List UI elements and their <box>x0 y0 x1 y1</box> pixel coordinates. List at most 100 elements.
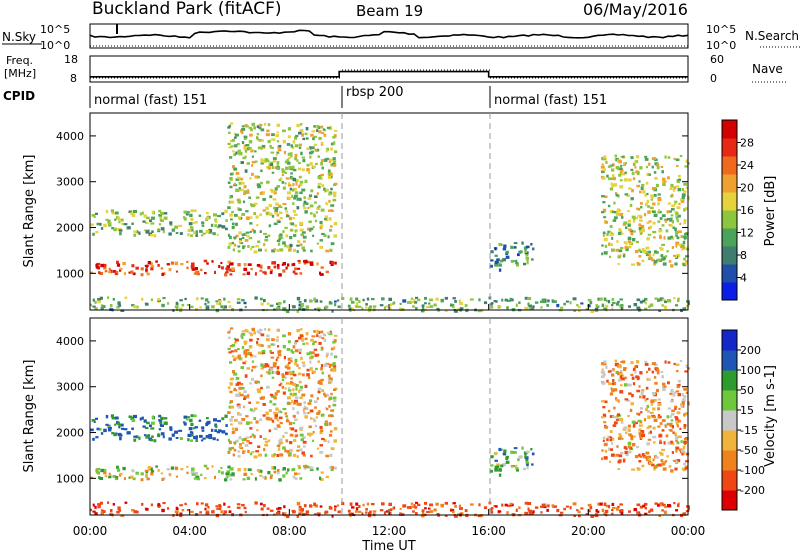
velocity-echo-cell <box>250 333 253 337</box>
velocity-echo-cell <box>429 510 434 513</box>
velocity-echo-cell <box>259 396 264 400</box>
power-echo-cell <box>299 243 303 246</box>
power-echo-cell <box>604 244 608 248</box>
velocity-echo-cell <box>640 391 644 396</box>
velocity-echo-cell <box>603 421 607 424</box>
velocity-echo-cell <box>611 453 615 457</box>
power-echo-cell <box>314 219 318 223</box>
power-echo-cell <box>239 188 244 192</box>
power-echo-cell <box>245 231 250 234</box>
power-echo-cell <box>332 198 337 202</box>
velocity-echo-cell <box>199 434 203 438</box>
velocity-echo-cell <box>283 355 286 360</box>
power-echo-cell <box>644 157 649 161</box>
power-echo-cell <box>619 170 623 174</box>
power-echo-cell <box>318 136 322 140</box>
velocity-echo-cell <box>677 384 681 387</box>
velocity-echo-cell <box>299 388 303 392</box>
power-echo-cell <box>251 160 256 164</box>
velocity-echo-cell <box>265 411 269 416</box>
velocity-echo-cell <box>667 441 671 445</box>
power-echo-cell <box>296 296 301 301</box>
velocity-echo-cell <box>602 406 606 409</box>
power-echo-cell <box>278 144 282 148</box>
velocity-echo-cell <box>532 510 535 514</box>
power-echo-cell <box>271 166 274 169</box>
velocity-echo-cell <box>412 510 415 513</box>
power-echo-cell <box>650 196 655 199</box>
freq-left-tick-top: 18 <box>64 53 78 66</box>
velocity-echo-cell <box>644 399 647 402</box>
velocity-echo-cell <box>293 439 297 442</box>
velocity-echo-cell <box>435 502 439 506</box>
velocity-echo-cell <box>269 509 274 512</box>
power-echo-cell <box>525 254 529 257</box>
velocity-echo-cell <box>153 439 157 443</box>
velocity-echo-cell <box>620 451 624 455</box>
velocity-echo-cell <box>140 478 144 482</box>
power-echo-cell <box>429 298 433 302</box>
power-echo-cell <box>221 212 225 216</box>
power-echo-cell <box>144 221 149 225</box>
power-echo-cell <box>629 203 633 207</box>
velocity-echo-cell <box>410 502 414 505</box>
velocity-echo-cell <box>334 466 337 470</box>
velocity-echo-cell <box>621 360 625 363</box>
velocity-echo-cell <box>234 338 239 342</box>
power-echo-cell <box>657 197 662 202</box>
power-echo-cell <box>523 246 528 250</box>
power-echo-cell <box>296 206 300 210</box>
power-echo-cell <box>319 271 322 275</box>
power-echo-cell <box>607 165 612 168</box>
velocity-echo-cell <box>332 346 336 350</box>
power-echo-cell <box>298 175 302 179</box>
power-echo-cell <box>254 272 257 276</box>
power-echo-cell <box>230 177 233 181</box>
power-echo-cell <box>244 149 248 153</box>
velocity-echo-cell <box>661 509 664 512</box>
velocity-echo-cell <box>121 423 124 427</box>
velocity-echo-cell <box>642 395 646 399</box>
power-echo-cell <box>683 246 686 250</box>
power-echo-cell <box>510 260 514 263</box>
velocity-echo-cell <box>191 431 194 435</box>
power-echo-cell <box>490 250 494 254</box>
velocity-echo-cell <box>219 507 222 511</box>
velocity-echo-cell <box>673 391 677 395</box>
velocity-echo-cell <box>637 419 642 422</box>
power-echo-cell <box>234 213 238 217</box>
velocity-echo-cell <box>429 503 433 507</box>
power-echo-cell <box>631 188 634 193</box>
velocity-echo-cell <box>319 431 323 435</box>
velocity-echo-cell <box>230 423 233 426</box>
power-echo-cell <box>230 145 234 148</box>
velocity-echo-cell <box>333 365 337 368</box>
velocity-echo-cell <box>653 465 658 469</box>
power-echo-cell <box>303 262 307 265</box>
power-echo-cell <box>174 261 179 266</box>
velocity-echo-cell <box>612 415 615 419</box>
velocity-echo-cell <box>264 440 269 444</box>
power-echo-cell <box>234 133 239 137</box>
velocity-echo-cell <box>244 444 249 447</box>
velocity-echo-cell <box>602 436 606 440</box>
velocity-echo-cell <box>120 514 125 517</box>
velocity-echo-cell <box>228 447 232 451</box>
velocity-echo-cell <box>290 377 293 380</box>
power-echo-cell <box>326 147 329 151</box>
power-echo-cell <box>319 245 324 249</box>
velocity-echo-cell <box>236 403 241 407</box>
power-echo-cell <box>286 309 290 314</box>
velocity-echo-cell <box>143 434 147 437</box>
power-echo-cell <box>305 137 309 140</box>
power-echo-cell <box>157 228 160 231</box>
power-echo-cell <box>250 268 253 271</box>
velocity-echo-cell <box>634 371 637 374</box>
power-echo-cell <box>663 305 667 309</box>
power-echo-cell <box>298 131 302 135</box>
power-echo-cell <box>243 267 248 271</box>
velocity-echo-cell <box>674 405 678 409</box>
velocity-echo-cell <box>324 394 327 398</box>
power-echo-cell <box>317 176 322 180</box>
velocity-echo-cell <box>243 390 247 394</box>
